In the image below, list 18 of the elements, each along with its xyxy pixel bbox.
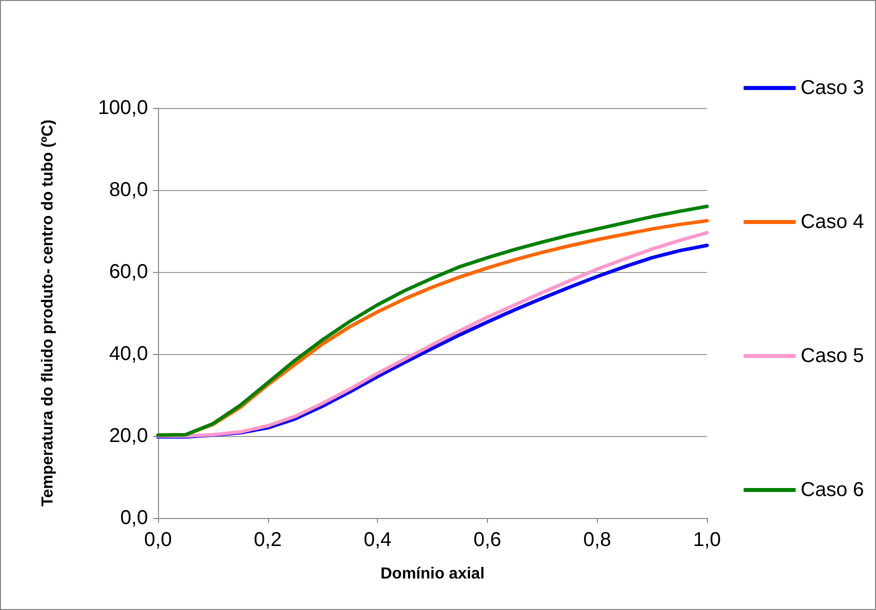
x-tick-label: 0,8 xyxy=(583,529,612,551)
legend-label: Caso 3 xyxy=(800,77,864,99)
x-tick-label: 0,2 xyxy=(254,529,282,551)
x-tick-label: 1,0 xyxy=(693,529,721,551)
y-tick-label: 0,0 xyxy=(120,507,148,529)
y-tick-label: 80,0 xyxy=(109,179,148,201)
y-tick-label: 20,0 xyxy=(109,425,148,447)
x-tick-label: 0,0 xyxy=(144,529,172,551)
y-tick-label: 60,0 xyxy=(109,261,148,283)
legend-label: Caso 5 xyxy=(800,345,864,367)
legend-label: Caso 4 xyxy=(800,211,864,233)
x-tick-label: 0,6 xyxy=(473,529,502,551)
y-tick-label: 40,0 xyxy=(109,343,148,365)
x-tick-label: 0,4 xyxy=(364,529,392,551)
y-tick-label: 100,0 xyxy=(98,97,148,119)
legend-label: Caso 6 xyxy=(800,479,864,501)
y-axis-title: Temperatura do fluido produto- centro do tubo (ºC) xyxy=(40,120,56,506)
x-axis-title: Domínio axial xyxy=(380,566,485,582)
